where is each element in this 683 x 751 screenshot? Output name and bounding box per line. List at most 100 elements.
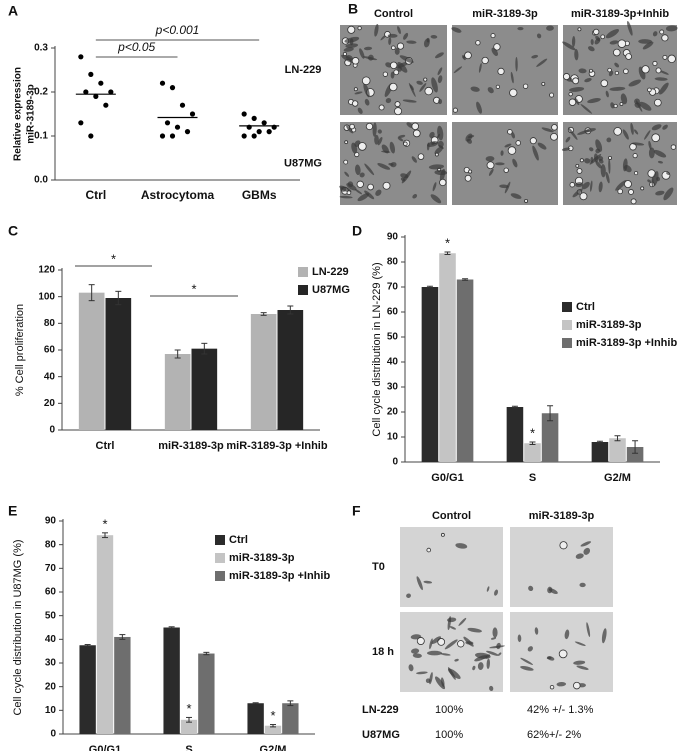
data-point xyxy=(266,129,272,135)
cell xyxy=(444,639,458,650)
cell xyxy=(651,133,661,143)
data-point xyxy=(256,129,262,135)
data-point xyxy=(251,133,257,139)
cell xyxy=(377,163,391,170)
cell xyxy=(424,86,433,96)
error-bar xyxy=(547,405,554,422)
cell xyxy=(497,67,505,75)
micrograph xyxy=(510,612,613,692)
legend-label: LN-229 xyxy=(312,266,349,278)
annotation: * xyxy=(191,281,196,296)
cell xyxy=(517,634,522,643)
cell xyxy=(584,158,591,164)
cell xyxy=(537,142,547,150)
data-point xyxy=(159,80,166,86)
bar xyxy=(626,447,644,462)
y-axis-label: % Cell proliferation xyxy=(14,304,26,396)
cell xyxy=(435,676,446,690)
y-tick-label: 40 xyxy=(45,634,57,645)
cell xyxy=(351,57,360,65)
bar xyxy=(180,719,198,734)
y-tick-label: 40 xyxy=(44,371,56,382)
cell xyxy=(339,195,353,199)
cell xyxy=(475,40,481,46)
cell xyxy=(449,626,457,630)
cell xyxy=(576,665,589,670)
cell xyxy=(453,66,463,74)
data-point xyxy=(164,120,171,126)
cell xyxy=(340,186,347,192)
cell xyxy=(510,193,522,199)
cell xyxy=(662,124,668,130)
cell xyxy=(381,144,389,154)
legend-label: miR-3189-3p xyxy=(576,319,642,331)
cell xyxy=(617,188,623,195)
cell xyxy=(374,134,379,145)
cell xyxy=(605,90,609,98)
cell xyxy=(507,146,517,155)
cell xyxy=(396,42,405,50)
cell xyxy=(589,147,594,152)
error-bar xyxy=(426,285,433,289)
cell xyxy=(583,547,591,555)
cell xyxy=(572,188,583,198)
bar xyxy=(191,348,218,430)
y-tick-label: 0.0 xyxy=(34,175,48,186)
legend-swatch xyxy=(215,535,225,545)
cell xyxy=(547,656,555,661)
cell xyxy=(388,37,392,45)
cell xyxy=(492,627,498,638)
cell xyxy=(503,167,509,173)
micrograph xyxy=(400,527,503,607)
data-point xyxy=(108,89,114,95)
cell xyxy=(595,139,603,152)
cell xyxy=(496,642,501,650)
bar xyxy=(421,287,439,462)
cell xyxy=(666,171,670,175)
cell xyxy=(377,129,382,134)
cell xyxy=(652,60,658,66)
cell xyxy=(572,77,580,85)
cell xyxy=(504,143,512,148)
cell xyxy=(568,127,578,140)
y-tick-label: 0.3 xyxy=(34,43,48,54)
y-tick-label: 30 xyxy=(45,658,57,669)
cell xyxy=(617,39,627,48)
cell xyxy=(614,70,620,76)
cell xyxy=(489,685,494,692)
cell xyxy=(344,36,360,43)
bar xyxy=(456,279,474,462)
error-bar xyxy=(462,278,469,281)
error-bar xyxy=(203,651,210,656)
data-point xyxy=(98,80,104,86)
panel-letter: C xyxy=(8,223,18,239)
cell xyxy=(541,127,554,133)
cell xyxy=(549,92,555,98)
row-header: LN-229 xyxy=(362,704,399,716)
cell xyxy=(417,153,425,160)
cell xyxy=(488,168,494,176)
data-point xyxy=(88,133,94,139)
cell xyxy=(574,48,579,61)
cell xyxy=(600,164,606,178)
cell xyxy=(439,168,446,182)
cell xyxy=(614,62,620,68)
cell xyxy=(628,79,642,87)
legend-swatch xyxy=(215,571,225,581)
bar xyxy=(96,535,114,734)
bar xyxy=(524,443,541,462)
error-bar xyxy=(444,251,451,255)
cell xyxy=(579,582,586,588)
bar xyxy=(164,354,191,430)
cell xyxy=(529,137,537,145)
cell xyxy=(654,77,668,81)
cell xyxy=(354,91,363,95)
cell xyxy=(382,71,388,77)
cell xyxy=(428,164,445,170)
panel-letter: E xyxy=(8,503,17,519)
y-tick-label: 80 xyxy=(45,539,57,550)
cell xyxy=(364,163,375,176)
y-tick-label: 40 xyxy=(387,357,399,368)
cell xyxy=(397,62,408,73)
legend-label: miR-3189-3p xyxy=(229,552,295,564)
